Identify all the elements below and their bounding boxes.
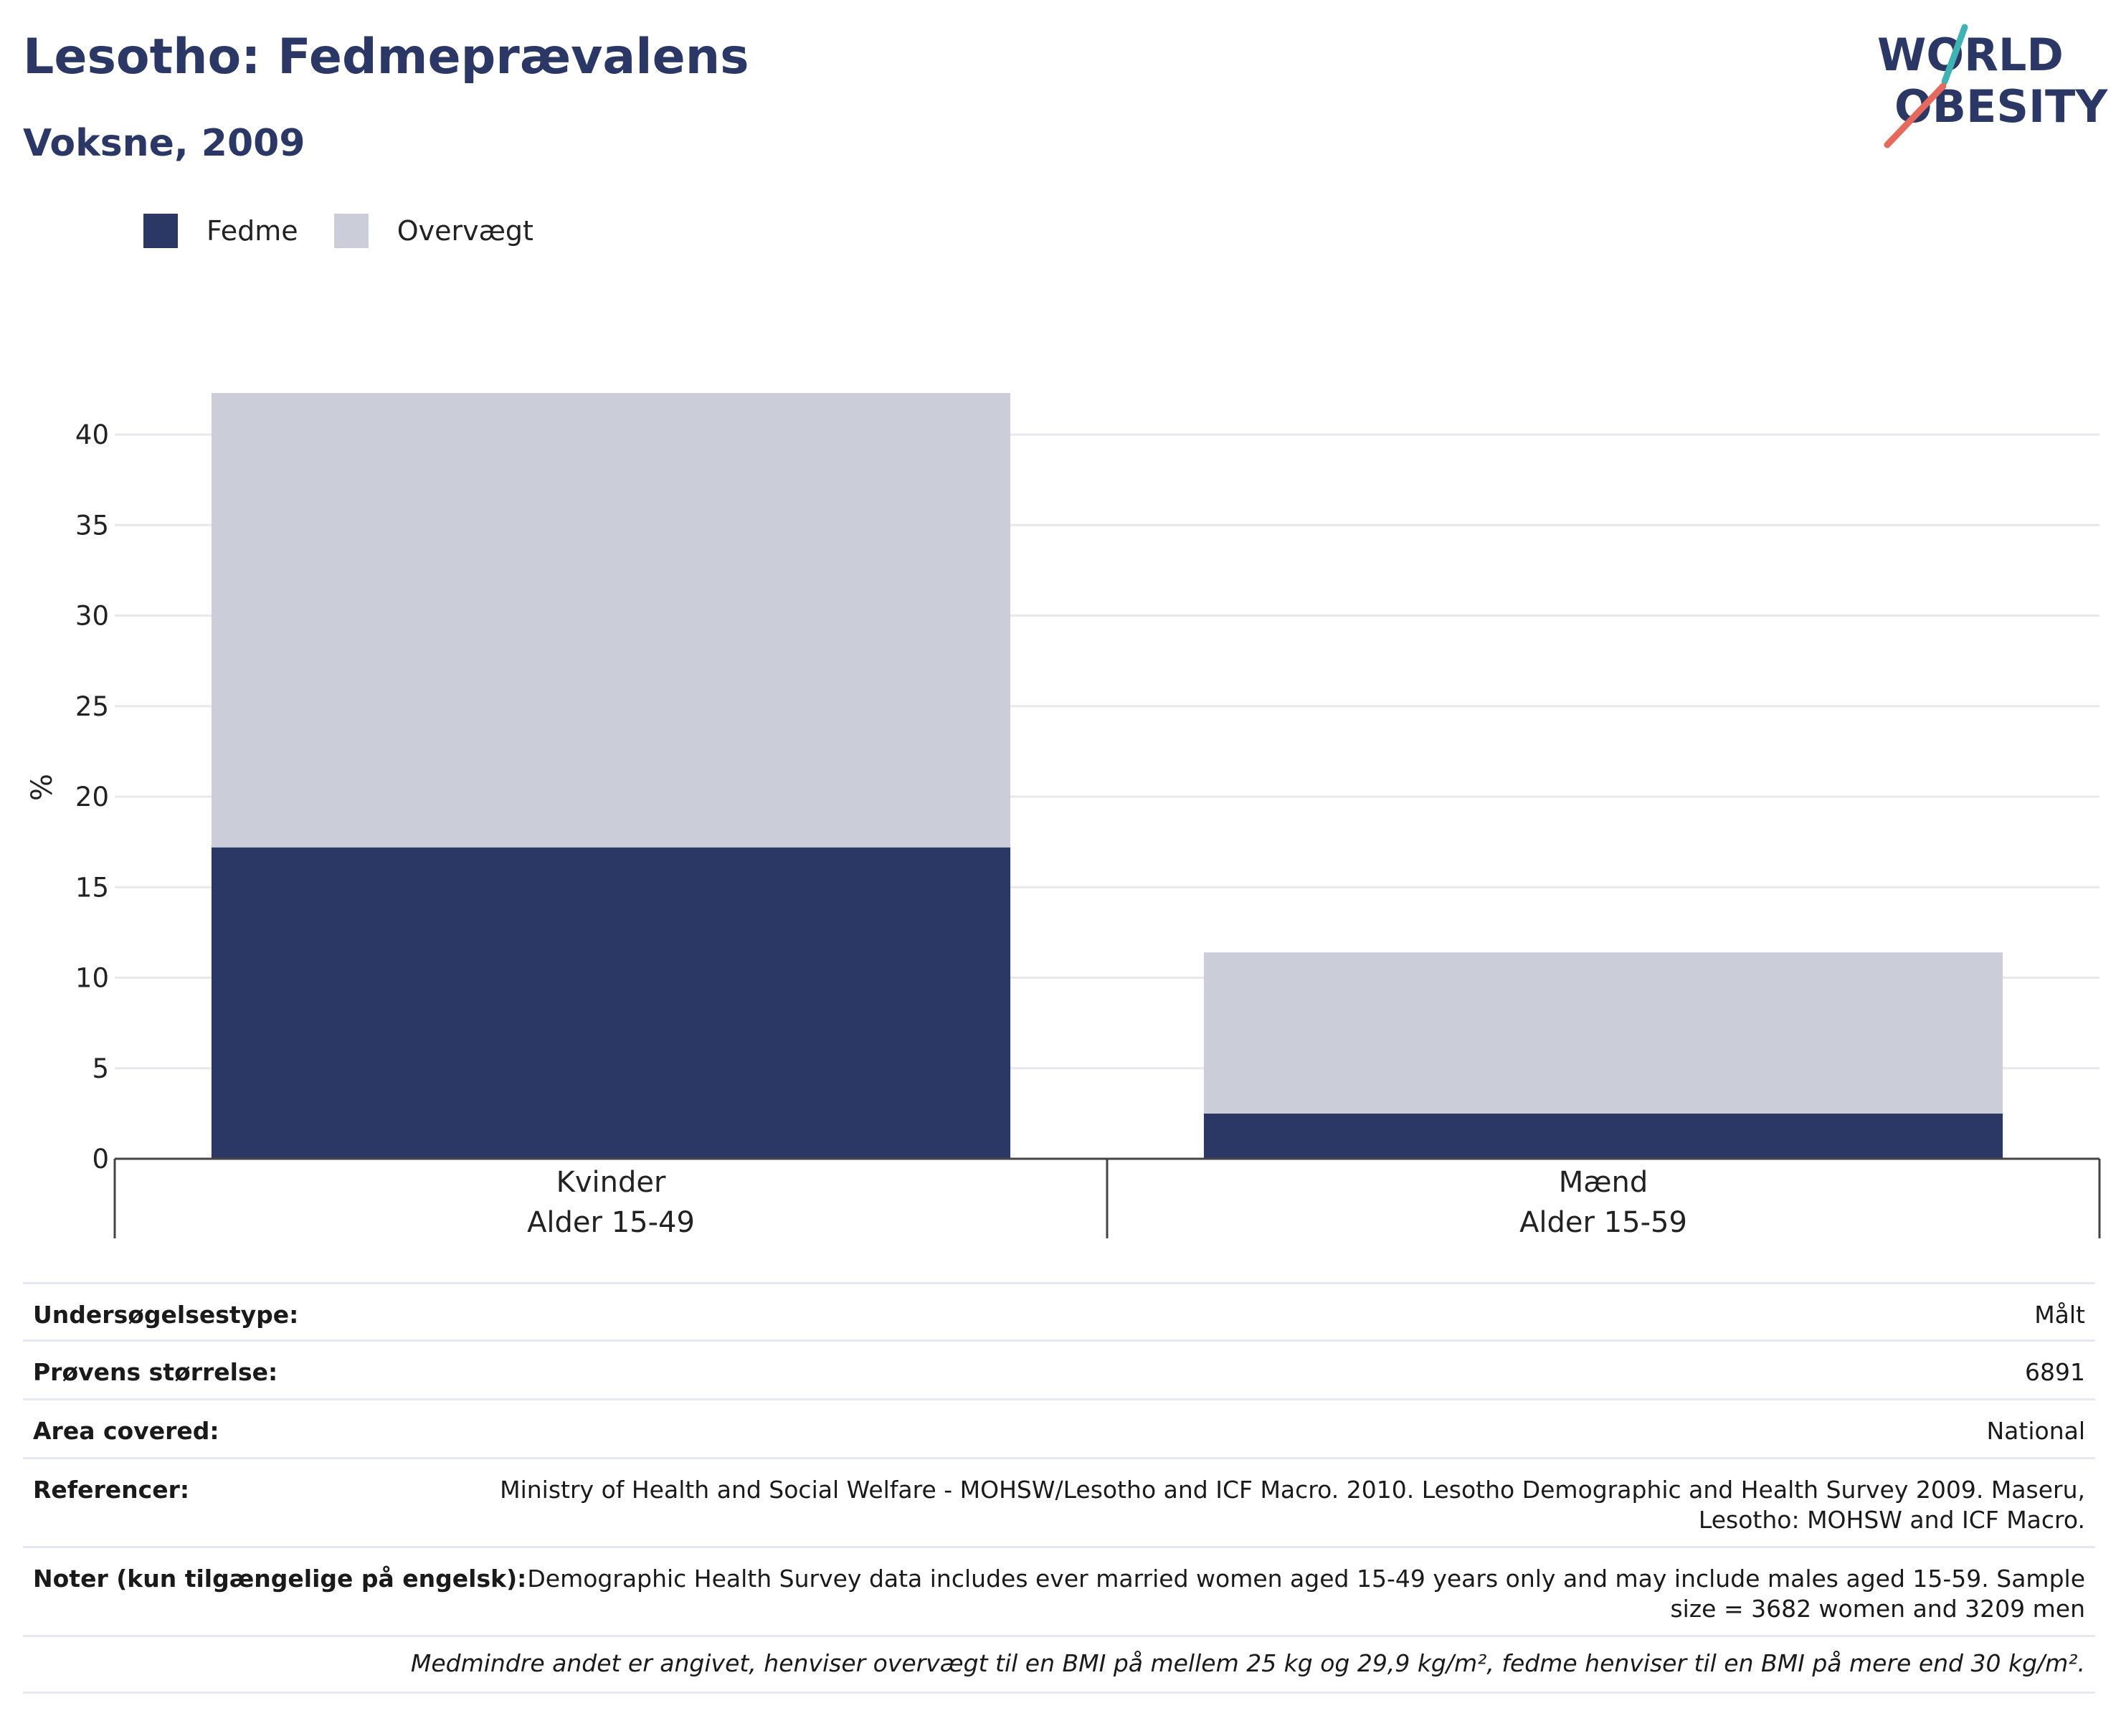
info-value: Målt xyxy=(2034,1301,2085,1329)
y-tick-label: 40 xyxy=(75,419,109,450)
world-obesity-logo: WORLD OBESITY xyxy=(1877,24,2108,148)
y-axis-label: % xyxy=(26,774,59,801)
info-row-survey-type: Undersøgelsestype: Målt xyxy=(23,1282,2095,1339)
logo-line2: OBESITY xyxy=(1894,80,2108,133)
legend-swatch-fedme xyxy=(143,214,178,248)
bar-chart: 0 5 10 15 20 25 30 35 40% Kvinder Alder 15-49 Mænd A… xyxy=(26,393,2101,1239)
y-tick-label: 5 xyxy=(92,1053,109,1084)
y-tick-label: 15 xyxy=(75,872,109,903)
legend-item-overvaegt[interactable]: Overvægt xyxy=(333,214,533,248)
y-tick-label: 20 xyxy=(75,782,109,812)
page-subtitle: Voksne, 2009 xyxy=(23,122,305,165)
info-row-sample-size: Prøvens størrelse: 6891 xyxy=(23,1339,2095,1398)
x-tick-label: Alder 15-49 xyxy=(527,1206,695,1239)
info-label: Undersøgelsestype: xyxy=(33,1301,299,1329)
info-row-notes: Noter (kun tilgængelige på engelsk): Dem… xyxy=(23,1546,2095,1635)
info-value: Ministry of Health and Social Welfare - … xyxy=(500,1476,2085,1534)
logo-line1: WORLD xyxy=(1877,29,2064,81)
y-tick-label: 25 xyxy=(75,691,109,722)
bar-fedme xyxy=(1203,1113,2003,1159)
info-row-references: Referencer: Ministry of Health and Socia… xyxy=(23,1457,2095,1546)
footnote: Medmindre andet er angivet, henviser ove… xyxy=(23,1635,2095,1694)
info-table: Undersøgelsestype: Målt Prøvens størrels… xyxy=(23,1282,2095,1694)
bar-fedme xyxy=(211,847,1011,1159)
bar-overvaegt xyxy=(211,393,1011,848)
info-label: Referencer: xyxy=(33,1476,190,1504)
legend-item-fedme[interactable]: Fedme xyxy=(143,214,298,248)
y-tick-label: 30 xyxy=(75,601,109,632)
bar-overvaegt xyxy=(1203,952,2003,1114)
page-title: Lesotho: Fedmeprævalens xyxy=(23,29,749,85)
x-tick-label: Mænd xyxy=(1559,1166,1648,1199)
legend-swatch-overvaegt xyxy=(333,214,369,248)
info-label: Area covered: xyxy=(33,1417,219,1445)
logo-coral-stroke xyxy=(1884,82,1947,148)
info-value: National xyxy=(1986,1417,2085,1445)
info-label: Prøvens størrelse: xyxy=(33,1358,278,1386)
info-label: Noter (kun tilgængelige på engelsk): xyxy=(33,1565,527,1593)
x-tick-label: Alder 15-59 xyxy=(1519,1206,1687,1239)
info-row-area-covered: Area covered: National xyxy=(23,1398,2095,1457)
legend-label-overvaegt: Overvægt xyxy=(397,215,533,247)
logo-teal-stroke xyxy=(1941,24,1968,85)
x-tick-label: Kvinder xyxy=(556,1166,666,1199)
info-value: Demographic Health Survey data includes … xyxy=(527,1565,2085,1623)
info-value: 6891 xyxy=(2025,1358,2085,1386)
legend-label-fedme: Fedme xyxy=(207,215,298,247)
y-tick-label: 35 xyxy=(75,510,109,541)
y-tick-label: 10 xyxy=(75,963,109,994)
chart-legend: Fedme Overvægt xyxy=(143,212,569,250)
y-tick-label: 0 xyxy=(92,1144,109,1175)
